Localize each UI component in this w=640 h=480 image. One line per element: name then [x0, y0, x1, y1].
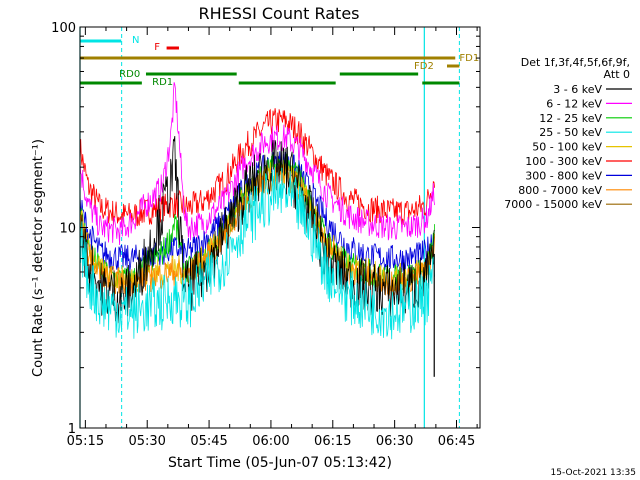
- y-tick-label: 10: [59, 222, 76, 237]
- x-tick-label: 06:30: [376, 434, 413, 449]
- y-tick-label: 1: [68, 422, 76, 437]
- legend-header: Det 1f,3f,4f,5f,6f,9f,: [521, 56, 630, 69]
- timestamp: 15-Oct-2021 13:35: [551, 468, 636, 478]
- data-layer: N F FD1 FD2 RD0 RD1: [79, 27, 479, 428]
- series-line-3-6kev: [79, 135, 435, 324]
- legend-label: 800 - 7000 keV: [518, 184, 602, 197]
- legend-label: 50 - 100 keV: [532, 141, 602, 154]
- x-tick-label: 06:00: [252, 434, 289, 449]
- flag-label-fd1: FD1: [459, 53, 479, 64]
- x-axis-label: Start Time (05-Jun-07 05:13:42): [168, 455, 392, 471]
- x-tick-label: 06:45: [438, 434, 475, 449]
- series-line-6-12kev: [79, 82, 435, 246]
- plot-frame: [79, 26, 481, 429]
- flag-label-rd0: RD0: [119, 69, 140, 80]
- legend-label: 3 - 6 keV: [553, 83, 602, 96]
- axis-layer: 1 10 100 05:15 05:30 05:45 06:00 06:15 06:30 06:4…: [51, 21, 480, 449]
- y-axis-label: Count Rate (s⁻¹ detector segment⁻¹): [31, 139, 46, 377]
- legend-label: 7000 - 15000 keV: [504, 198, 602, 211]
- x-tick-label: 06:15: [314, 434, 351, 449]
- series-line-300-800kev: [79, 151, 435, 273]
- legend-label: 300 - 800 keV: [525, 169, 602, 182]
- flag-label-rd1: RD1: [152, 77, 173, 88]
- x-tick-label: 05:45: [190, 434, 227, 449]
- y-tick-label: 100: [51, 21, 76, 36]
- flag-label-f: F: [154, 42, 160, 53]
- legend-label: 12 - 25 keV: [539, 112, 602, 125]
- legend-label: 6 - 12 keV: [546, 97, 602, 110]
- x-tick-label: 05:15: [67, 434, 104, 449]
- legend-label: 25 - 50 keV: [539, 126, 602, 139]
- x-tick-label: 05:30: [128, 434, 165, 449]
- chart-title: RHESSI Count Rates: [199, 4, 360, 23]
- series-line-100-300kev: [79, 108, 435, 227]
- flag-label-fd2: FD2: [414, 61, 434, 72]
- flag-label-n: N: [132, 35, 139, 46]
- legend-label: 100 - 300 keV: [525, 155, 602, 168]
- legend-header: Att 0: [604, 68, 630, 81]
- series-line-25-50kev: [79, 167, 435, 340]
